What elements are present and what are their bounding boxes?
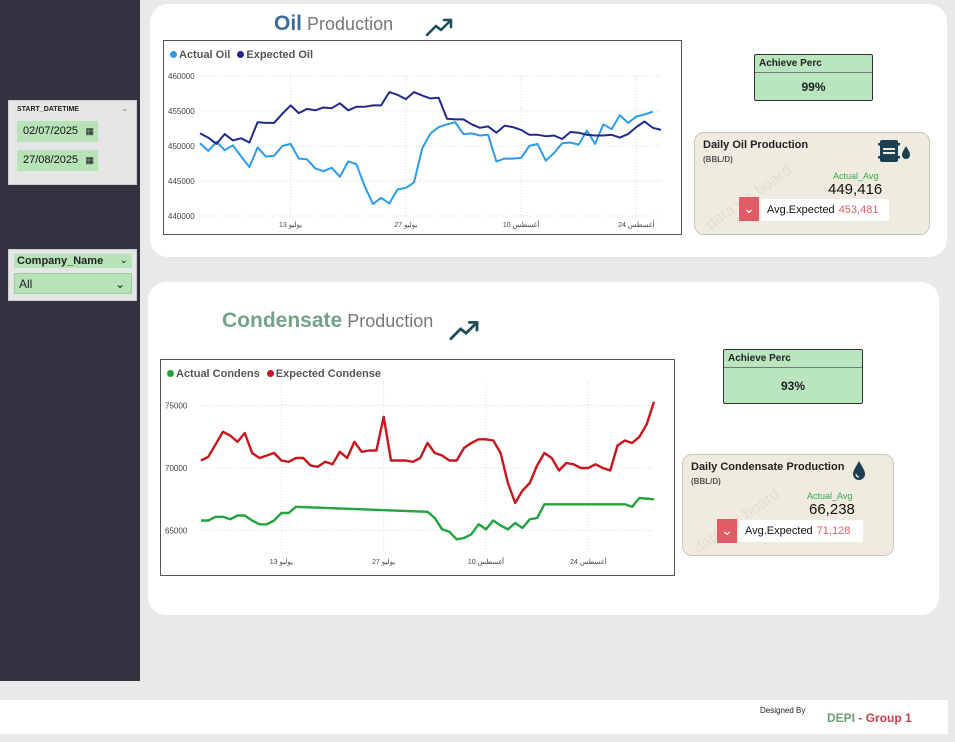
date-slicer[interactable]: START_DATETIME ⌄ 02/07/2025 ▦ 27/08/2025… bbox=[8, 100, 137, 185]
company-slicer-title: Company_Name bbox=[17, 255, 104, 267]
card-unit: (BBL/D) bbox=[691, 477, 721, 486]
brand-group: Group 1 bbox=[865, 711, 912, 725]
brand-separator: - bbox=[855, 711, 866, 725]
series-line bbox=[201, 496, 655, 541]
condensate-title-rest: Production bbox=[347, 311, 434, 331]
oil-legend: Actual Oil Expected Oil bbox=[170, 49, 317, 61]
oil-line-chart: 440000 445000 450000 455000 460000 يوليو 13 يو… bbox=[168, 72, 662, 229]
condensate-legend: Actual Condens Expected Condense bbox=[167, 368, 385, 380]
series-line bbox=[199, 110, 654, 206]
y-tick-label: 460000 bbox=[168, 72, 195, 81]
x-tick-label: يوليو 27 bbox=[372, 558, 395, 566]
x-tick-label: أغسطس 10 bbox=[503, 219, 539, 229]
designed-by-label: Designed By bbox=[760, 706, 806, 715]
oil-panel: Oil Production Actual Oil Expected Oil 4… bbox=[150, 4, 947, 257]
chevron-down-icon: ⌄ bbox=[717, 519, 737, 543]
y-tick-label: 65000 bbox=[165, 527, 188, 536]
expected-avg-label: Avg.Expected bbox=[767, 204, 835, 216]
footer: Designed By DEPI - Group 1 bbox=[0, 700, 948, 734]
company-select-value: All bbox=[19, 277, 33, 291]
x-tick-label: أغسطس 10 bbox=[468, 556, 504, 566]
condensate-title: Condensate Production bbox=[222, 309, 433, 333]
expected-avg: Avg.Expected 453,481 bbox=[761, 199, 889, 221]
brand: DEPI - Group 1 bbox=[827, 711, 912, 725]
trend-up-icon bbox=[425, 18, 453, 37]
series-line bbox=[200, 401, 656, 505]
calendar-icon[interactable]: ▦ bbox=[85, 126, 94, 136]
legend-dot bbox=[170, 51, 177, 58]
series-line bbox=[199, 91, 662, 145]
card-title: Daily Condensate Production bbox=[691, 461, 845, 473]
date-slicer-title: START_DATETIME bbox=[17, 106, 79, 113]
legend-dot bbox=[266, 370, 274, 377]
legend-label: Expected Oil bbox=[246, 49, 314, 61]
condensate-chart: Actual Condens Expected Condense 65000 70… bbox=[160, 359, 675, 576]
kpi-label: Achieve Perc bbox=[728, 353, 791, 364]
condensate-title-bold: Condensate bbox=[222, 309, 343, 332]
oil-chart: Actual Oil Expected Oil 440000 445000 4500… bbox=[163, 40, 682, 235]
company-select[interactable]: All ⌄ bbox=[14, 273, 132, 294]
actual-avg-value: 449,416 bbox=[828, 181, 883, 198]
y-tick-label: 445000 bbox=[168, 177, 195, 186]
x-tick-label: أغسطس 24 bbox=[618, 219, 654, 229]
oil-daily-card: data viz board Daily Oil Production (BBL… bbox=[694, 132, 930, 235]
droplet-icon bbox=[853, 461, 865, 480]
kpi-value: 93% bbox=[780, 379, 806, 393]
start-date-input[interactable]: 02/07/2025 ▦ bbox=[17, 121, 98, 142]
end-date-input[interactable]: 27/08/2025 ▦ bbox=[17, 150, 98, 171]
x-tick-label: أغسطس 24 bbox=[570, 556, 606, 566]
company-slicer[interactable]: Company_Name ⌄ All ⌄ bbox=[8, 249, 137, 301]
actual-avg-label: Actual_Avg bbox=[833, 171, 879, 181]
chevron-down-icon[interactable]: ⌄ bbox=[121, 104, 128, 113]
card-title: Daily Oil Production bbox=[703, 139, 809, 151]
expected-avg: Avg.Expected 71,128 bbox=[739, 520, 863, 542]
chevron-down-icon[interactable]: ⌄ bbox=[114, 277, 125, 291]
expected-avg-label: Avg.Expected bbox=[745, 525, 813, 537]
legend-dot bbox=[237, 51, 245, 58]
calendar-icon[interactable]: ▦ bbox=[85, 155, 94, 165]
expected-avg-value: 71,128 bbox=[816, 525, 851, 537]
legend-label: Expected Condense bbox=[275, 368, 381, 380]
legend-item[interactable]: Expected Condense bbox=[266, 368, 381, 380]
legend-label: Actual Oil bbox=[179, 49, 231, 61]
kpi-label: Achieve Perc bbox=[759, 58, 822, 69]
company-slicer-header[interactable]: Company_Name ⌄ bbox=[14, 254, 132, 268]
oil-title: Oil Production bbox=[274, 12, 393, 36]
legend-dot bbox=[167, 370, 174, 377]
expected-avg-value: 453,481 bbox=[838, 204, 879, 216]
oil-achieve-kpi: Achieve Perc 99% bbox=[754, 54, 873, 101]
legend-item[interactable]: Actual Condens bbox=[167, 368, 260, 380]
oil-title-rest: Production bbox=[307, 14, 394, 34]
y-tick-label: 70000 bbox=[165, 464, 188, 473]
oil-title-bold: Oil bbox=[274, 12, 303, 35]
oil-barrel-icon bbox=[878, 140, 910, 162]
card-unit: (BBL/D) bbox=[703, 155, 733, 164]
y-tick-label: 450000 bbox=[168, 142, 195, 151]
condensate-achieve-kpi: Achieve Perc 93% bbox=[723, 349, 863, 404]
legend-item[interactable]: Actual Oil bbox=[170, 49, 230, 61]
x-tick-label: يوليو 13 bbox=[270, 558, 293, 566]
actual-avg-value: 66,238 bbox=[809, 501, 855, 518]
y-tick-label: 455000 bbox=[168, 107, 195, 116]
legend-item[interactable]: Expected Oil bbox=[237, 49, 313, 61]
condensate-daily-card: data viz board Daily Condensate Producti… bbox=[682, 454, 894, 556]
actual-avg-label: Actual_Avg bbox=[807, 491, 853, 501]
condensate-panel: Condensate Production Actual Condens Exp… bbox=[148, 282, 939, 615]
chevron-down-icon: ⌄ bbox=[739, 197, 759, 221]
legend-label: Actual Condens bbox=[176, 368, 260, 380]
kpi-divider bbox=[755, 72, 872, 73]
kpi-divider bbox=[724, 367, 862, 368]
trend-up-icon bbox=[449, 320, 479, 341]
condensate-line-chart: 65000 70000 75000 يوليو 13 يوليو 27 أغسطس 10 أ… bbox=[165, 383, 656, 566]
y-tick-label: 75000 bbox=[165, 402, 188, 411]
y-tick-label: 440000 bbox=[168, 212, 195, 221]
kpi-value: 99% bbox=[801, 80, 826, 94]
brand-depi: DEPI bbox=[827, 711, 856, 725]
chevron-down-icon[interactable]: ⌄ bbox=[119, 255, 128, 266]
x-tick-label: يوليو 27 bbox=[394, 221, 417, 229]
end-date-value: 27/08/2025 bbox=[23, 154, 79, 166]
start-date-value: 02/07/2025 bbox=[23, 125, 79, 137]
x-tick-label: يوليو 13 bbox=[279, 221, 302, 229]
